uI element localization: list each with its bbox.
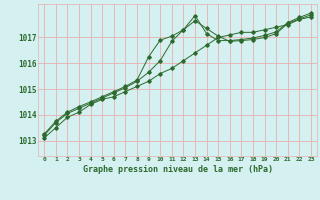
X-axis label: Graphe pression niveau de la mer (hPa): Graphe pression niveau de la mer (hPa) xyxy=(83,165,273,174)
